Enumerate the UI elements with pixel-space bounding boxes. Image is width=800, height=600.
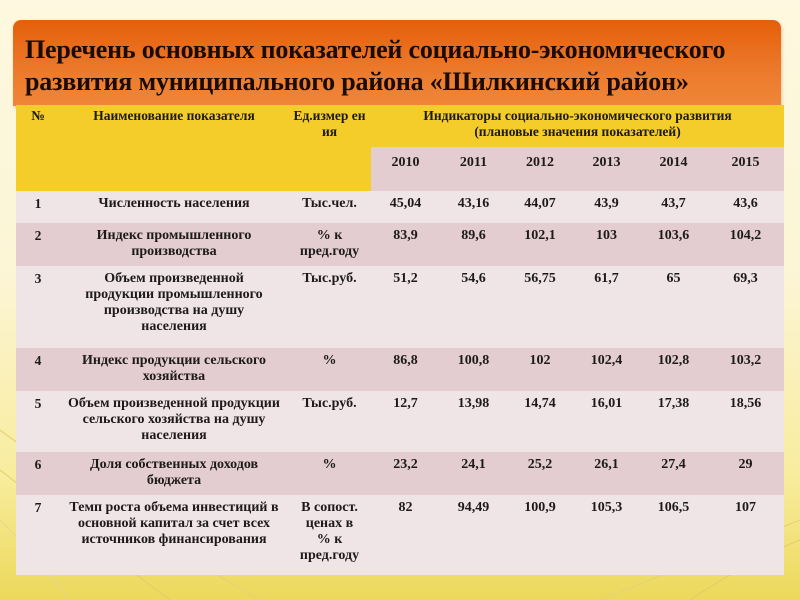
row-num: 4 (16, 348, 60, 391)
row-name: Объем произведенной продукции промышленн… (60, 266, 288, 348)
row-value: 102 (507, 348, 573, 391)
row-value: 86,8 (371, 348, 440, 391)
row-value: 65 (640, 266, 707, 348)
row-num: 3 (16, 266, 60, 348)
row-unit: Тыс.руб. (288, 266, 371, 348)
row-value: 104,2 (707, 223, 785, 266)
title-bar: Перечень основных показателей социально-… (13, 20, 781, 106)
table-row: 5 Объем произведенной продукции сельског… (16, 391, 785, 452)
table-row: 4 Индекс продукции сельского хозяйства %… (16, 348, 785, 391)
row-value: 89,6 (440, 223, 507, 266)
row-name: Доля собственных доходов бюджета (60, 452, 288, 495)
header-name: Наименование показателя (60, 105, 288, 191)
indicators-table: № Наименование показателя Ед.измер ения … (16, 105, 785, 575)
table-row: 3 Объем произведенной продукции промышле… (16, 266, 785, 348)
row-value: 94,49 (440, 495, 507, 575)
row-value: 43,6 (707, 191, 785, 223)
row-value: 107 (707, 495, 785, 575)
row-unit: % (288, 452, 371, 495)
row-value: 16,01 (573, 391, 640, 452)
row-value: 83,9 (371, 223, 440, 266)
row-value: 29 (707, 452, 785, 495)
row-unit: % (288, 348, 371, 391)
row-value: 12,7 (371, 391, 440, 452)
row-value: 27,4 (640, 452, 707, 495)
row-value: 14,74 (507, 391, 573, 452)
row-value: 51,2 (371, 266, 440, 348)
row-unit: Тыс.руб. (288, 391, 371, 452)
row-value: 54,6 (440, 266, 507, 348)
row-value: 103,6 (640, 223, 707, 266)
row-value: 105,3 (573, 495, 640, 575)
header-row: № Наименование показателя Ед.измер ения … (16, 105, 785, 191)
year-header: 2014 (640, 147, 707, 191)
row-value: 43,7 (640, 191, 707, 223)
row-value: 69,3 (707, 266, 785, 348)
row-value: 24,1 (440, 452, 507, 495)
row-value: 43,16 (440, 191, 507, 223)
header-indicators: Индикаторы социально-экономического разв… (371, 105, 785, 147)
row-value: 43,9 (573, 191, 640, 223)
year-header: 2015 (707, 147, 785, 191)
header-unit: Ед.измер ения (288, 105, 371, 191)
table-row: 7 Темп роста объема инвестиций в основно… (16, 495, 785, 575)
row-num: 6 (16, 452, 60, 495)
row-value: 18,56 (707, 391, 785, 452)
row-value: 103,2 (707, 348, 785, 391)
row-num: 2 (16, 223, 60, 266)
row-num: 7 (16, 495, 60, 575)
row-name: Объем произведенной продукции сельского … (60, 391, 288, 452)
row-value: 25,2 (507, 452, 573, 495)
row-value: 100,8 (440, 348, 507, 391)
row-value: 17,38 (640, 391, 707, 452)
row-value: 102,8 (640, 348, 707, 391)
row-value: 45,04 (371, 191, 440, 223)
year-header: 2013 (573, 147, 640, 191)
year-header: 2010 (371, 147, 440, 191)
row-value: 26,1 (573, 452, 640, 495)
page-title: Перечень основных показателей социально-… (25, 35, 726, 96)
row-value: 102,1 (507, 223, 573, 266)
row-num: 1 (16, 191, 60, 223)
table-row: 1 Численность населения Тыс.чел. 45,04 4… (16, 191, 785, 223)
row-name: Темп роста объема инвестиций в основной … (60, 495, 288, 575)
row-name: Индекс продукции сельского хозяйства (60, 348, 288, 391)
year-header: 2011 (440, 147, 507, 191)
row-value: 82 (371, 495, 440, 575)
row-value: 13,98 (440, 391, 507, 452)
year-header: 2012 (507, 147, 573, 191)
row-value: 61,7 (573, 266, 640, 348)
row-value: 23,2 (371, 452, 440, 495)
years-row: 2010 2011 2012 2013 2014 2015 (16, 147, 785, 191)
row-value: 100,9 (507, 495, 573, 575)
row-value: 102,4 (573, 348, 640, 391)
row-name: Индекс промышленного производства (60, 223, 288, 266)
table-row: 2 Индекс промышленного производства % к … (16, 223, 785, 266)
header-num: № (16, 105, 60, 191)
row-num: 5 (16, 391, 60, 452)
table-row: 6 Доля собственных доходов бюджета % 23,… (16, 452, 785, 495)
row-unit: В сопост. ценах в % к пред.году (288, 495, 371, 575)
row-value: 106,5 (640, 495, 707, 575)
row-value: 44,07 (507, 191, 573, 223)
row-name: Численность населения (60, 191, 288, 223)
row-value: 56,75 (507, 266, 573, 348)
row-unit: % к пред.году (288, 223, 371, 266)
row-value: 103 (573, 223, 640, 266)
row-unit: Тыс.чел. (288, 191, 371, 223)
